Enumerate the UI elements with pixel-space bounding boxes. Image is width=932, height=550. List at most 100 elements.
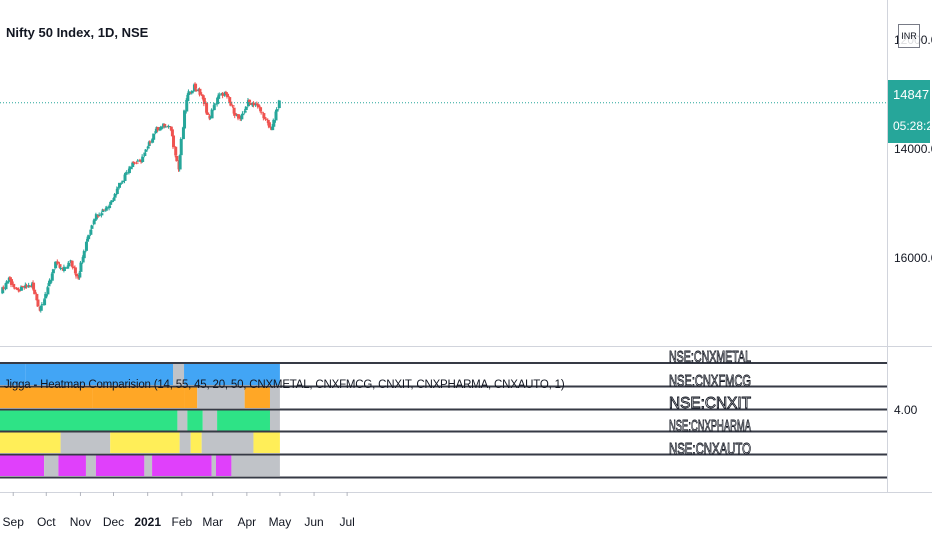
candle-body[interactable] <box>194 83 198 89</box>
candle-body[interactable] <box>267 122 271 128</box>
candle-body[interactable] <box>127 168 131 174</box>
candle-body[interactable] <box>112 197 116 201</box>
candle-body[interactable] <box>277 100 281 109</box>
candle-body[interactable] <box>8 277 12 280</box>
candle-body[interactable] <box>206 112 210 115</box>
candle-body[interactable] <box>36 299 40 307</box>
heatmap-cell-cnxfmcg[interactable] <box>92 387 185 408</box>
heatmap-cell-cnxauto[interactable] <box>231 455 280 476</box>
candle-body[interactable] <box>40 304 44 306</box>
candle-body[interactable] <box>213 103 217 105</box>
currency-label[interactable]: INR <box>898 24 920 48</box>
candle-body[interactable] <box>98 214 102 216</box>
candle-body[interactable] <box>243 110 247 113</box>
candle-body[interactable] <box>135 162 139 164</box>
candle-body[interactable] <box>240 115 244 120</box>
candle-body[interactable] <box>81 257 85 263</box>
candle-body[interactable] <box>116 188 120 190</box>
candle-body[interactable] <box>158 128 162 130</box>
heatmap-cell-cnxauto[interactable] <box>85 455 96 476</box>
candle-body[interactable] <box>263 117 267 119</box>
candle-body[interactable] <box>170 129 174 137</box>
candle-body[interactable] <box>66 266 70 269</box>
main-pane[interactable] <box>0 0 887 346</box>
heatmap-cell-cnxmetal[interactable] <box>25 363 174 385</box>
heatmap-cell-cnxauto[interactable] <box>152 455 212 476</box>
candle-body[interactable] <box>67 262 71 267</box>
heatmap-cell-cnxfmcg[interactable] <box>197 387 245 408</box>
candle-body[interactable] <box>75 273 79 277</box>
candle-body[interactable] <box>94 214 98 220</box>
candle-body[interactable] <box>210 109 214 119</box>
candle-body[interactable] <box>232 107 236 114</box>
candle-body[interactable] <box>151 139 155 143</box>
candle-body[interactable] <box>110 200 114 203</box>
heatmap-cell-cnxpharma[interactable] <box>0 432 61 453</box>
candle-body[interactable] <box>164 126 168 128</box>
candle-body[interactable] <box>175 155 179 162</box>
candle-body[interactable] <box>172 135 176 148</box>
candle-body[interactable] <box>33 289 37 294</box>
candle-body[interactable] <box>233 112 237 116</box>
candle-body[interactable] <box>78 272 82 278</box>
candle-body[interactable] <box>48 279 52 285</box>
candle-body[interactable] <box>43 299 47 306</box>
candle-body[interactable] <box>73 267 77 274</box>
heatmap-cell-cnxauto[interactable] <box>58 455 86 476</box>
candle-body[interactable] <box>13 287 17 289</box>
candle-body[interactable] <box>205 102 209 113</box>
heatmap-cell-cnxpharma[interactable] <box>60 432 111 453</box>
candle-body[interactable] <box>181 127 185 140</box>
candle-body[interactable] <box>50 273 54 281</box>
heatmap-cell-cnxpharma[interactable] <box>201 432 254 453</box>
candle-body[interactable] <box>224 92 228 95</box>
candle-body[interactable] <box>256 104 260 108</box>
candle-body[interactable] <box>4 283 8 290</box>
candle-body[interactable] <box>120 182 124 184</box>
candle-body[interactable] <box>131 162 135 168</box>
candle-body[interactable] <box>138 159 142 162</box>
candle-body[interactable] <box>115 188 119 194</box>
heatmap-cell-cnxauto[interactable] <box>0 455 45 476</box>
candle-body[interactable] <box>229 101 233 106</box>
candle-body[interactable] <box>141 156 145 163</box>
candle-body[interactable] <box>5 281 9 284</box>
candle-body[interactable] <box>221 93 225 96</box>
candle-body[interactable] <box>17 289 21 292</box>
candle-body[interactable] <box>102 209 106 211</box>
heatmap-cell-cnxfmcg[interactable] <box>269 387 280 408</box>
candle-body[interactable] <box>241 113 245 116</box>
candle-body[interactable] <box>90 225 94 229</box>
candle-body[interactable] <box>10 279 14 285</box>
candle-body[interactable] <box>237 114 241 119</box>
candle-body[interactable] <box>87 235 91 240</box>
candle-body[interactable] <box>147 142 151 146</box>
candle-body[interactable] <box>133 162 137 164</box>
candle-body[interactable] <box>44 294 48 299</box>
candle-body[interactable] <box>132 161 136 163</box>
heatmap-cell-cnxpharma[interactable] <box>190 432 202 453</box>
heatmap-cell-cnxmetal[interactable] <box>173 363 185 385</box>
candle-body[interactable] <box>156 127 160 131</box>
candle-body[interactable] <box>143 152 147 156</box>
candle-body[interactable] <box>148 141 152 143</box>
candle-body[interactable] <box>12 283 16 287</box>
candle-body[interactable] <box>260 111 264 113</box>
candle-body[interactable] <box>274 111 278 121</box>
candle-body[interactable] <box>271 126 275 131</box>
candle-body[interactable] <box>174 146 178 156</box>
candle-body[interactable] <box>92 220 96 225</box>
heatmap-cell-cnxpharma[interactable] <box>110 432 180 453</box>
heatmap-cell-cnxpharma[interactable] <box>179 432 191 453</box>
candle-body[interactable] <box>167 125 171 127</box>
candle-body[interactable] <box>1 287 5 294</box>
candle-body[interactable] <box>183 110 187 129</box>
candle-body[interactable] <box>264 118 268 120</box>
candle-body[interactable] <box>159 126 163 130</box>
heatmap-cell-cnxit[interactable] <box>187 410 203 431</box>
candle-body[interactable] <box>201 95 205 99</box>
heatmap-cell-cnxmetal[interactable] <box>184 363 280 385</box>
candle-body[interactable] <box>124 173 128 175</box>
candle-body[interactable] <box>28 285 32 287</box>
